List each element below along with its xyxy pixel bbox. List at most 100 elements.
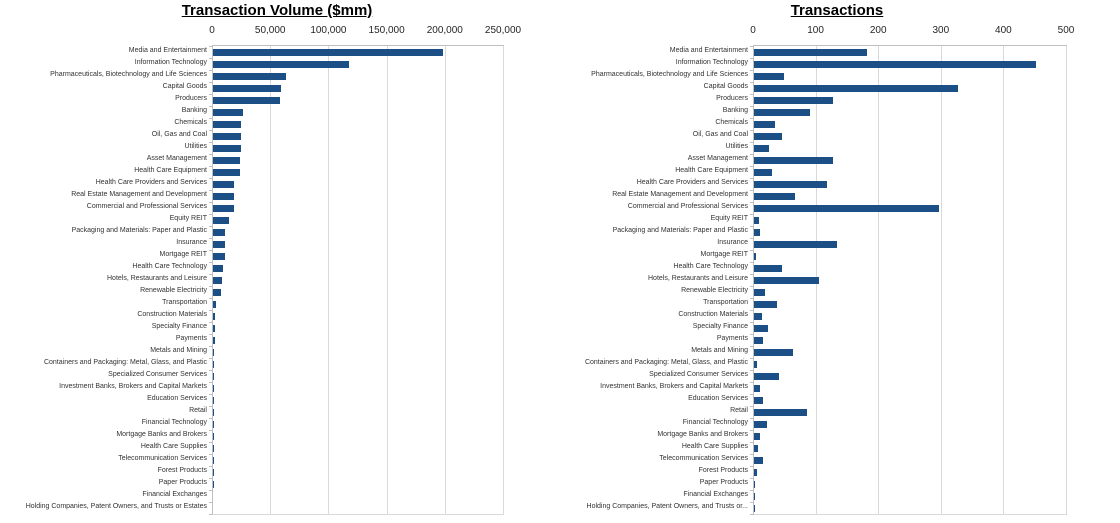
category-label: Capital Goods xyxy=(703,83,748,90)
category-label: Metals and Mining xyxy=(150,347,207,354)
bar-row xyxy=(213,394,504,406)
bar-row xyxy=(754,358,1067,370)
x-axis-tick-label: 100 xyxy=(807,25,824,36)
bar xyxy=(754,360,757,368)
category-label: Containers and Packaging: Metal, Glass, … xyxy=(43,359,207,366)
category-label: Chemicals xyxy=(715,119,748,126)
category-label: Investment Banks, Brokers and Capital Ma… xyxy=(600,383,748,390)
bar xyxy=(213,132,241,140)
category-label: Financial Exchanges xyxy=(142,491,207,498)
bar xyxy=(754,300,777,308)
category-axis-tick xyxy=(209,166,213,167)
category-axis-tick xyxy=(209,82,213,83)
category-axis-tick xyxy=(209,466,213,467)
category-label: Construction Materials xyxy=(137,311,207,318)
category-axis-tick xyxy=(750,514,754,515)
bar-row xyxy=(213,310,504,322)
category-axis-tick xyxy=(750,310,754,311)
bar-row xyxy=(754,82,1067,94)
category-label: Equity REIT xyxy=(710,215,748,222)
category-label: Transportation xyxy=(703,299,748,306)
bar-row xyxy=(754,442,1067,454)
bar xyxy=(213,120,241,128)
category-label: Insurance xyxy=(717,239,748,246)
category-axis-tick xyxy=(209,202,213,203)
category-axis-tick xyxy=(750,82,754,83)
x-axis-tick-label: 250,000 xyxy=(484,25,522,36)
category-label: Mortgage REIT xyxy=(700,251,748,258)
category-axis-tick xyxy=(209,130,213,131)
bar-row xyxy=(213,262,504,274)
category-label: Health Care Supplies xyxy=(140,443,207,450)
bar xyxy=(213,60,349,68)
category-axis-tick xyxy=(209,454,213,455)
category-label: Utilities xyxy=(725,143,748,150)
category-label: Specialty Finance xyxy=(692,323,748,330)
category-axis-tick xyxy=(209,118,213,119)
bar-row xyxy=(754,274,1067,286)
bar xyxy=(754,96,833,104)
category-label: Construction Materials xyxy=(678,311,748,318)
bar xyxy=(213,144,241,152)
category-axis-tick xyxy=(209,190,213,191)
category-axis-tick xyxy=(750,190,754,191)
bar xyxy=(754,48,867,56)
category-label: Specialized Consumer Services xyxy=(649,371,748,378)
category-label: Commercial and Professional Services xyxy=(86,203,207,210)
bar xyxy=(213,300,217,308)
category-axis-tick xyxy=(750,502,754,503)
category-label: Forest Products xyxy=(157,467,207,474)
category-axis-tick xyxy=(209,214,213,215)
category-axis-tick xyxy=(750,454,754,455)
bar-row xyxy=(213,70,504,82)
bar-row xyxy=(213,286,504,298)
category-axis-tick xyxy=(209,226,213,227)
category-label: Health Care Technology xyxy=(673,263,748,270)
category-axis-tick xyxy=(750,250,754,251)
x-axis-tick-label: 200 xyxy=(869,25,887,36)
category-label: Information Technology xyxy=(134,59,207,66)
bar xyxy=(213,72,287,80)
category-axis-tick xyxy=(209,514,213,515)
gridline xyxy=(270,46,272,514)
category-axis-tick xyxy=(750,274,754,275)
category-axis-tick xyxy=(750,382,754,383)
bar xyxy=(754,504,756,512)
bar-row xyxy=(213,154,504,166)
bar xyxy=(213,156,241,164)
category-axis-tick xyxy=(209,178,213,179)
bar-row xyxy=(754,70,1067,82)
category-axis-tick xyxy=(750,94,754,95)
gridline xyxy=(1003,46,1005,514)
bar-row xyxy=(754,466,1067,478)
category-axis-tick xyxy=(750,478,754,479)
bar xyxy=(754,156,833,164)
category-axis-tick xyxy=(209,418,213,419)
bar-row xyxy=(213,226,504,238)
bar-row xyxy=(754,178,1067,190)
bar xyxy=(213,372,215,380)
category-axis-tick xyxy=(750,442,754,443)
x-axis-tick-label: 500 xyxy=(1057,25,1075,36)
bar xyxy=(213,288,222,296)
bar-row xyxy=(754,226,1067,238)
bar-row xyxy=(754,310,1067,322)
category-axis-tick xyxy=(750,130,754,131)
bar-row xyxy=(213,298,504,310)
x-axis-tick-label: 400 xyxy=(995,25,1012,36)
category-label: Media and Entertainment xyxy=(128,47,207,54)
bar xyxy=(754,372,780,380)
bar xyxy=(213,204,234,212)
category-label: Packaging and Materials: Paper and Plast… xyxy=(71,227,207,234)
category-axis-tick xyxy=(750,154,754,155)
bar-row xyxy=(754,394,1067,406)
bar-row xyxy=(213,370,504,382)
x-axis-tick-label: 100,000 xyxy=(310,25,347,36)
category-label: Producers xyxy=(716,95,748,102)
category-axis-tick xyxy=(750,118,754,119)
bar xyxy=(213,252,225,260)
category-label: Financial Exchanges xyxy=(683,491,748,498)
category-label: Hotels, Restaurants and Leisure xyxy=(107,275,207,282)
category-label: Banking xyxy=(181,107,207,114)
bar xyxy=(754,228,761,236)
